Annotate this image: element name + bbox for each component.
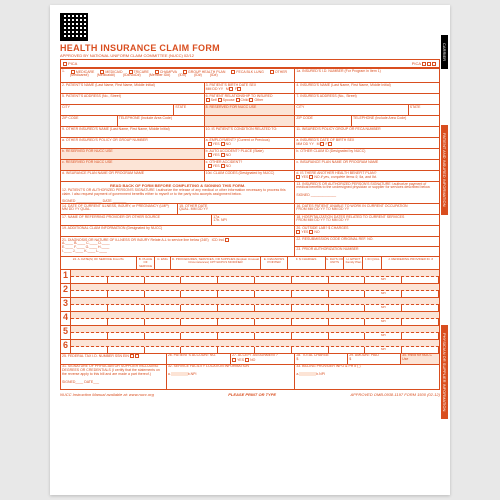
claim-form-page: HEALTH INSURANCE CLAIM FORM APPROVED BY … bbox=[50, 5, 450, 495]
box-2[interactable]: 2. PATIENT'S NAME (Last Name, First Name… bbox=[61, 83, 205, 93]
box-1a[interactable]: 1a. INSURED'S I.D. NUMBER (For Program i… bbox=[295, 69, 439, 82]
box-5[interactable]: 5. PATIENT'S ADDRESS (No., Street) bbox=[61, 94, 205, 104]
form-footer: NUCC Instruction Manual available at: ww… bbox=[60, 392, 440, 397]
form-body: 1. MEDICARE MEDICAID TRICARE CHAMPVA GRO… bbox=[60, 68, 440, 390]
form-subtitle: APPROVED BY NATIONAL UNIFORM CLAIM COMMI… bbox=[60, 53, 440, 58]
box-8: 8. RESERVED FOR NUCC USE bbox=[205, 105, 296, 115]
qr-code bbox=[60, 13, 88, 41]
pica-row: PICA PICA bbox=[60, 59, 440, 68]
box-11[interactable]: 11. INSURED'S POLICY GROUP OR FECA NUMBE… bbox=[295, 127, 439, 137]
service-row-6[interactable]: 6NPI bbox=[61, 340, 439, 354]
box-9[interactable]: 9. OTHER INSURED'S NAME (Last Name, Firs… bbox=[61, 127, 205, 137]
service-header: 24. A. DATE(S) OF SERVICE From/To B. PLA… bbox=[61, 257, 439, 270]
service-row-3[interactable]: 3NPI bbox=[61, 298, 439, 312]
service-row-5[interactable]: 5NPI bbox=[61, 326, 439, 340]
tab-carrier: CARRIER bbox=[441, 35, 448, 69]
box-10: 10. IS PATIENT'S CONDITION RELATED TO: bbox=[205, 127, 296, 137]
service-row-4[interactable]: 4NPI bbox=[61, 312, 439, 326]
box-4[interactable]: 4. INSURED'S NAME (Last Name, First Name… bbox=[295, 83, 439, 93]
form-title: HEALTH INSURANCE CLAIM FORM bbox=[60, 43, 440, 53]
service-row-2[interactable]: 2NPI bbox=[61, 284, 439, 298]
box-7[interactable]: 7. INSURED'S ADDRESS (No., Street) bbox=[295, 94, 439, 104]
tab-patient: PATIENT AND INSURED INFORMATION bbox=[441, 125, 448, 215]
service-row-1[interactable]: 1NPI bbox=[61, 270, 439, 284]
tab-physician: PHYSICIAN OR SUPPLIER INFORMATION bbox=[441, 325, 448, 419]
